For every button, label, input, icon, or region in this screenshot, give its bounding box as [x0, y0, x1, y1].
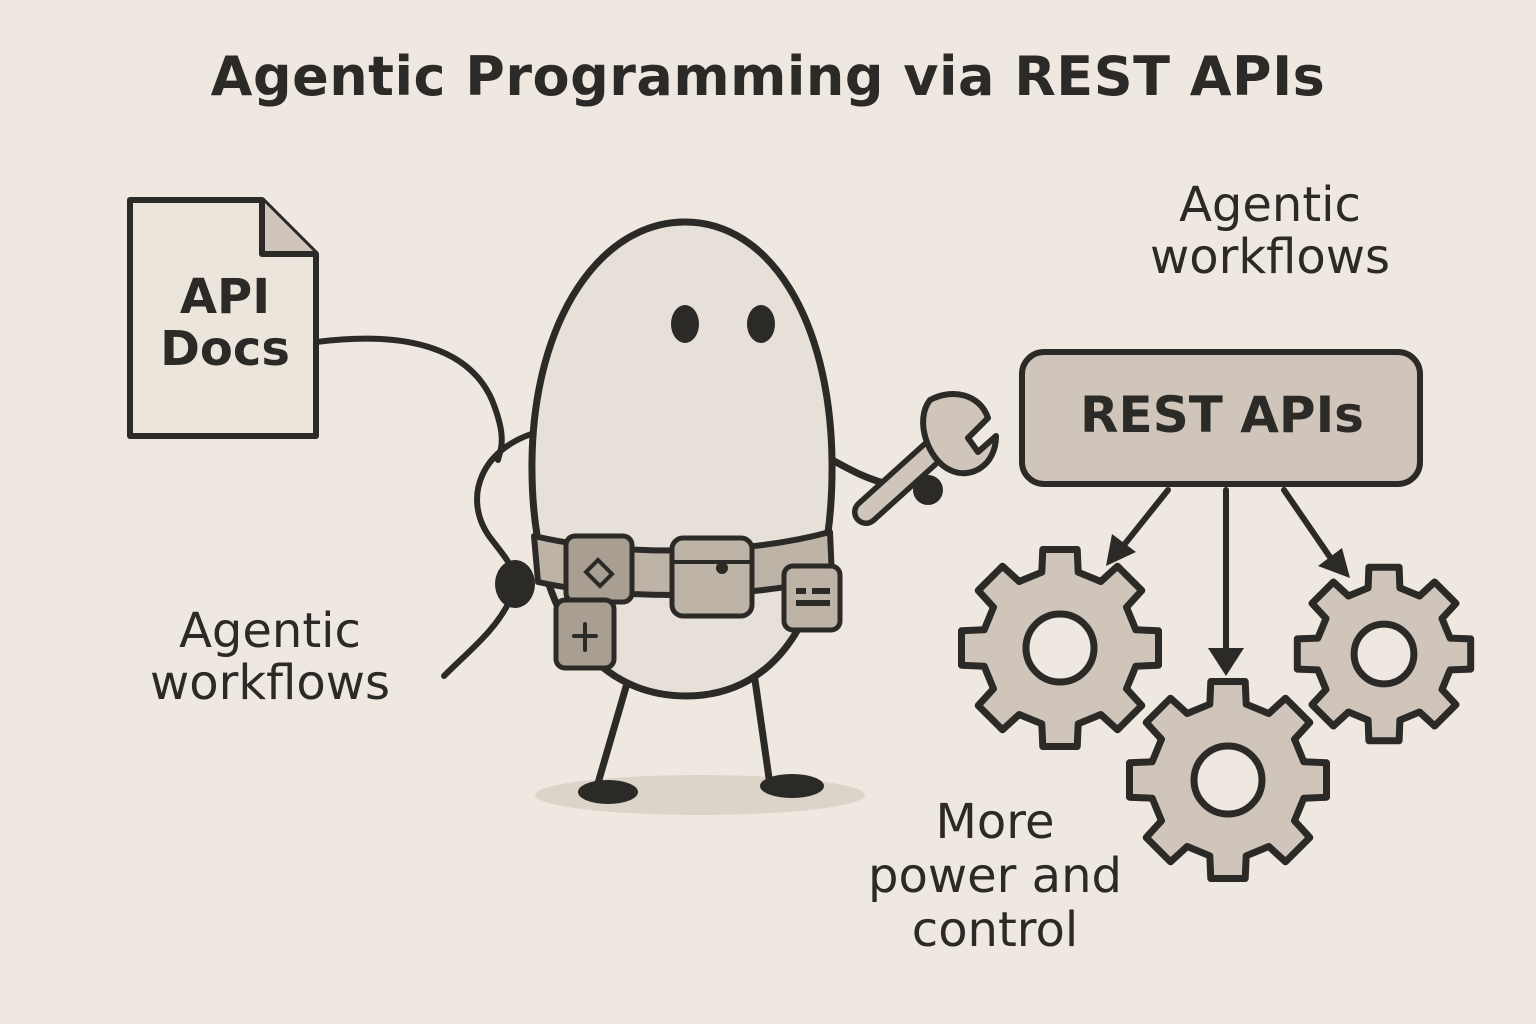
- rest-apis-box: [1019, 349, 1423, 487]
- wrench-icon: [852, 391, 999, 526]
- gear-hole: [1350, 620, 1418, 688]
- plug-connector: [495, 560, 535, 608]
- arrow-to-gear-right: [1281, 487, 1350, 578]
- gear-icon: [958, 546, 1162, 750]
- connector-agent-to-workflows: [441, 427, 549, 679]
- rest-apis-label: REST APIs: [1080, 386, 1364, 444]
- agent-legs: [578, 676, 824, 804]
- power-control-label: More power and control: [868, 794, 1122, 958]
- agent-eye-left: [671, 305, 699, 343]
- arrow-to-gear-left: [1106, 487, 1171, 566]
- api-docs-label: API Docs: [160, 269, 290, 377]
- workflows-label-right: Agentic workflows: [1149, 177, 1391, 285]
- gear-icon: [1293, 563, 1475, 745]
- gear-hole: [1022, 610, 1098, 686]
- connector-docs-to-agent: [313, 335, 505, 463]
- diagram-title: Agentic Programming via REST APIs: [210, 45, 1326, 108]
- arrow-to-gear-middle: [1208, 487, 1244, 676]
- gear-hole: [1190, 742, 1266, 818]
- workflows-label-left: Agentic workflows: [149, 603, 391, 711]
- tool-belt: [531, 529, 843, 671]
- agent-eye-right: [747, 305, 775, 343]
- gear-icon: [1126, 678, 1330, 882]
